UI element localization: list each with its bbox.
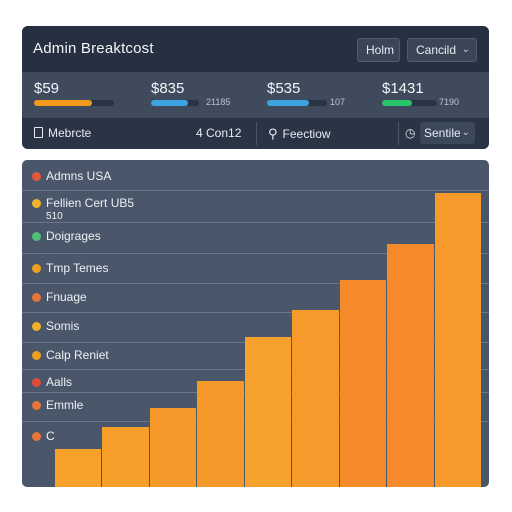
sort-label: Sentile: [424, 126, 461, 140]
row-label-text: Somis: [46, 319, 80, 333]
search-field[interactable]: ⚲ Feectiow: [268, 118, 331, 149]
kpi-value: $535: [267, 80, 301, 97]
chart-bar: [244, 337, 292, 487]
row-label-text: Aalls: [46, 375, 73, 389]
row-divider: [22, 283, 489, 284]
kpi-progress-track: [34, 100, 114, 106]
search-label: Feectiow: [282, 127, 331, 141]
divider: [256, 122, 257, 145]
chart-bar: [197, 381, 244, 487]
row-label-text: C: [46, 429, 55, 443]
row-label: Somis: [32, 320, 79, 333]
kpi-subvalue: 7190: [439, 97, 460, 107]
sort-dropdown[interactable]: Sentile ⌄: [420, 122, 475, 144]
kpi-value: $1431: [382, 80, 424, 97]
row-label-subtext: 510: [46, 211, 63, 222]
category-icon: [32, 432, 41, 441]
row-divider: [22, 312, 489, 313]
cancel-label: Cancild: [416, 43, 457, 57]
document-icon: [34, 127, 43, 138]
category-icon: [32, 232, 41, 241]
module-filter[interactable]: Mebrcte: [34, 118, 91, 149]
kpi-subvalue: 21185: [206, 97, 231, 107]
row-label: Admns USA: [32, 170, 111, 183]
row-label-text: Admns USA: [46, 169, 112, 183]
kpi-value: $835: [151, 80, 185, 97]
chart-bar: [387, 244, 434, 487]
row-divider: [22, 222, 489, 223]
cancel-dropdown[interactable]: Cancild ⌄: [407, 38, 477, 62]
chart-bar: [55, 449, 102, 487]
category-icon: [32, 351, 41, 360]
row-label: Fellien Cert UB5 510: [32, 197, 134, 223]
chart-panel: Admns USA Fellien Cert UB5 510 Doigrages Tmp…: [22, 160, 489, 487]
row-label: Aalls: [32, 376, 72, 389]
clock-icon: ◷: [405, 126, 416, 140]
row-divider: [22, 253, 489, 254]
filter-bar: Mebrcte 4 Con12 ⚲ Feectiow ◷ Sentile ⌄: [22, 118, 489, 149]
kpi-progress-track: [382, 100, 437, 106]
chart-bar: [102, 427, 149, 487]
row-label-text: Fnuage: [46, 290, 87, 304]
category-icon: [32, 322, 41, 331]
chart-bar: [339, 280, 387, 487]
category-icon: [32, 172, 41, 181]
row-label-text: Doigrages: [46, 229, 101, 243]
kpi-progress-fill: [34, 100, 92, 106]
chart-bar: [434, 193, 481, 487]
row-label: Tmp Temes: [32, 262, 108, 275]
search-icon: ⚲: [268, 126, 278, 141]
home-button[interactable]: Holm: [357, 38, 400, 62]
row-label-text: Calp Reniet: [46, 348, 109, 362]
category-icon: [32, 293, 41, 302]
kpi-value: $59: [34, 80, 60, 97]
kpi-progress-fill: [267, 100, 309, 106]
row-label-text: Tmp Temes: [46, 261, 109, 275]
category-icon: [32, 401, 41, 410]
module-filter-label: Mebrcte: [48, 126, 92, 140]
row-label-text: Fellien Cert UB5: [46, 196, 135, 210]
category-icon: [32, 199, 41, 208]
row-label: Doigrages: [32, 230, 101, 243]
chart-bar: [149, 408, 197, 487]
row-label: Calp Reniet: [32, 349, 109, 362]
row-label-text: Emmle: [46, 398, 84, 412]
row-label: C: [32, 430, 55, 443]
kpi-progress-track: [267, 100, 327, 106]
kpi-progress-track: [151, 100, 199, 106]
divider: [398, 122, 399, 145]
app-title: Admin Breaktcost: [33, 40, 154, 57]
category-icon: [32, 378, 41, 387]
category-icon: [32, 264, 41, 273]
chart-bar: [292, 310, 339, 487]
kpi-progress-fill: [382, 100, 413, 106]
kpi-subvalue: 107: [330, 97, 346, 107]
chevron-down-icon: ⌄: [461, 127, 470, 138]
title-bar: Admin Breaktcost Holm Cancild ⌄: [22, 26, 489, 72]
row-label: Emmle: [32, 399, 83, 412]
count-label: 4 Con12: [196, 126, 242, 140]
chevron-down-icon: ⌄: [461, 44, 470, 55]
row-divider: [22, 190, 489, 191]
kpi-progress-fill: [151, 100, 188, 106]
row-label: Fnuage: [32, 291, 87, 304]
dashboard-header-panel: Admin Breaktcost Holm Cancild ⌄ $59 $835…: [22, 26, 489, 149]
